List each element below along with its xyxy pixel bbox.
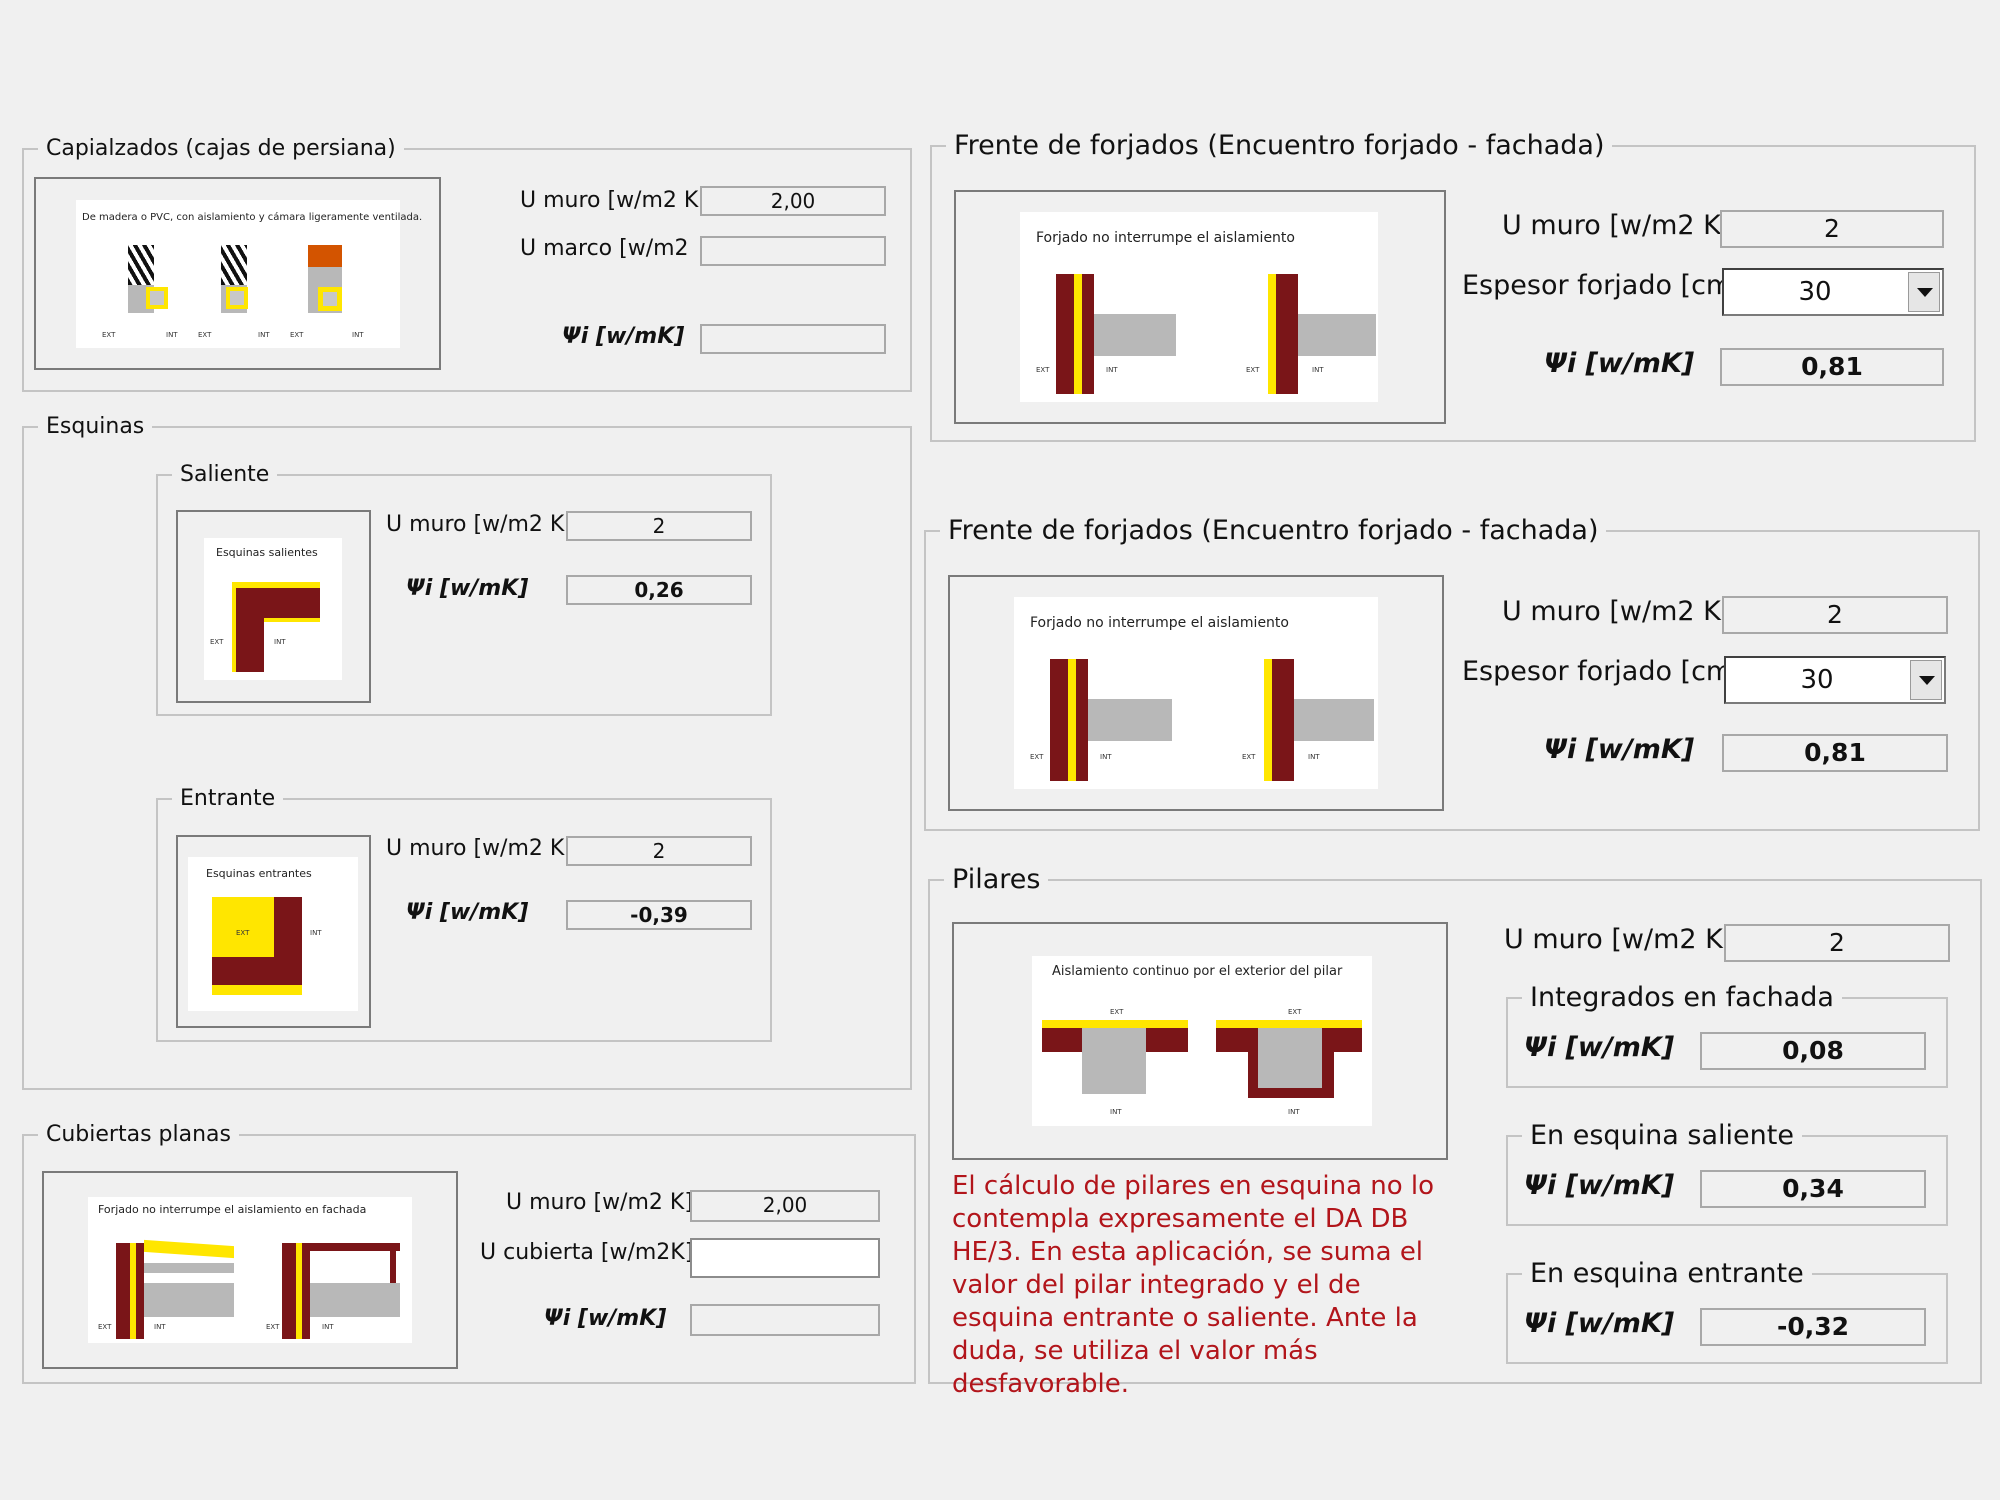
capialzados-psi-output	[700, 324, 886, 354]
capialzados-u-marco-label: U marco [w/m2	[520, 236, 689, 261]
esquina-saliente-psi-label: Ψi [w/mK]	[406, 576, 529, 601]
esquina-saliente-u-muro-input[interactable]: 2	[566, 511, 752, 541]
forjados-2-psi-output: 0,81	[1722, 734, 1948, 772]
forjados-1-espesor-select[interactable]: 30	[1722, 268, 1944, 316]
capialzados-psi-label: Ψi [w/mK]	[562, 324, 685, 349]
esquina-entrante-diagram: Esquinas entrantes EXT INT	[176, 835, 371, 1028]
pilares-saliente-legend: En esquina saliente	[1530, 1120, 1794, 1151]
forjados-1-diagram: Forjado no interrumpe el aislamiento EXT…	[954, 190, 1446, 424]
pilares-saliente-psi-label: Ψi [w/mK]	[1524, 1170, 1675, 1201]
forjados-1-legend: Frente de forjados (Encuentro forjado - …	[954, 130, 1605, 161]
esquinas-legend: Esquinas	[46, 414, 145, 439]
cubiertas-u-cubierta-label: U cubierta [w/m2K]	[480, 1240, 694, 1265]
esquinas-group: Esquinas	[22, 414, 912, 1090]
cubiertas-u-muro-label: U muro [w/m2 K]	[506, 1190, 693, 1215]
pilares-integrados-group: Integrados en fachada	[1506, 982, 1948, 1088]
capialzados-legend: Capialzados (cajas de persiana)	[46, 136, 396, 161]
forjados-2-espesor-select[interactable]: 30	[1724, 656, 1946, 704]
capialzados-caption: De madera o PVC, con aislamiento y cámar…	[82, 212, 423, 223]
capialzados-u-marco-input[interactable]	[700, 236, 886, 266]
esquina-entrante-psi-label: Ψi [w/mK]	[406, 900, 529, 925]
pilares-u-muro-input[interactable]: 2	[1724, 924, 1950, 962]
pilares-integrados-legend: Integrados en fachada	[1530, 982, 1834, 1013]
forjados-2-group: Frente de forjados (Encuentro forjado - …	[924, 515, 1980, 831]
capialzados-u-muro-label: U muro [w/m2 K]	[520, 188, 707, 213]
forjados-1-espesor-label: Espesor forjado [cm]	[1462, 270, 1743, 301]
cubiertas-u-cubierta-input[interactable]	[690, 1238, 880, 1278]
esquina-saliente-caption: Esquinas salientes	[216, 546, 318, 559]
esquina-entrante-u-muro-label: U muro [w/m2 K]	[386, 836, 573, 861]
esquina-saliente-diagram: Esquinas salientes EXT INT	[176, 510, 371, 703]
pilares-u-muro-label: U muro [w/m2 K]	[1504, 924, 1734, 955]
forjados-2-u-muro-label: U muro [w/m2 K]	[1502, 596, 1732, 627]
cubiertas-psi-label: Ψi [w/mK]	[544, 1306, 667, 1331]
esquina-entrante-psi-output: -0,39	[566, 900, 752, 930]
forjados-1-group: Frente de forjados (Encuentro forjado - …	[930, 130, 1976, 442]
pilares-caption: Aislamiento continuo por el exterior del…	[1052, 964, 1343, 979]
capialzados-u-muro-input[interactable]: 2,00	[700, 186, 886, 216]
cubiertas-group: Cubiertas planas	[22, 1122, 916, 1384]
forjados-1-u-muro-input[interactable]: 2	[1720, 210, 1944, 248]
forjados-2-u-muro-input[interactable]: 2	[1722, 596, 1948, 634]
esquina-saliente-legend: Saliente	[180, 462, 270, 487]
forjados-2-espesor-value: 30	[1800, 665, 1834, 695]
forjados-2-psi-label: Ψi [w/mK]	[1544, 734, 1695, 765]
cubiertas-diagram: Forjado no interrumpe el aislamiento en …	[42, 1171, 458, 1369]
chevron-down-icon[interactable]	[1910, 660, 1942, 700]
cubiertas-legend: Cubiertas planas	[46, 1122, 231, 1147]
forjados-2-diagram: Forjado no interrumpe el aislamiento EXT…	[948, 575, 1444, 811]
cubiertas-caption: Forjado no interrumpe el aislamiento en …	[98, 1203, 367, 1216]
pilares-integrados-psi-output: 0,08	[1700, 1032, 1926, 1070]
chevron-down-icon[interactable]	[1908, 272, 1940, 312]
forjados-2-caption: Forjado no interrumpe el aislamiento	[1030, 615, 1289, 631]
pilares-saliente-group: En esquina saliente	[1506, 1120, 1948, 1226]
cubiertas-psi-output	[690, 1304, 880, 1336]
pilares-entrante-psi-label: Ψi [w/mK]	[1524, 1308, 1675, 1339]
capialzados-diagram: De madera o PVC, con aislamiento y cámar…	[34, 177, 441, 370]
pilares-integrados-psi-label: Ψi [w/mK]	[1524, 1032, 1675, 1063]
esquina-saliente-group: Saliente	[156, 462, 772, 716]
forjados-1-caption: Forjado no interrumpe el aislamiento	[1036, 230, 1295, 246]
forjados-1-espesor-value: 30	[1798, 277, 1832, 307]
esquina-entrante-caption: Esquinas entrantes	[206, 867, 312, 880]
esquina-saliente-psi-output: 0,26	[566, 575, 752, 605]
esquina-entrante-legend: Entrante	[180, 786, 276, 811]
forjados-1-psi-label: Ψi [w/mK]	[1544, 348, 1695, 379]
pilares-group: Pilares	[928, 864, 1982, 1384]
esquina-entrante-group: Entrante	[156, 786, 772, 1042]
pilares-entrante-group: En esquina entrante	[1506, 1258, 1948, 1364]
esquina-saliente-u-muro-label: U muro [w/m2 K]	[386, 512, 573, 537]
pilares-legend: Pilares	[952, 864, 1041, 895]
pilares-diagram: Aislamiento continuo por el exterior del…	[952, 922, 1448, 1160]
forjados-1-psi-output: 0,81	[1720, 348, 1944, 386]
pilares-note: El cálculo de pilares en esquina no lo c…	[952, 1171, 1435, 1399]
capialzados-group: Capialzados (cajas de persiana)	[22, 136, 912, 392]
pilares-saliente-psi-output: 0,34	[1700, 1170, 1926, 1208]
esquina-entrante-u-muro-input[interactable]: 2	[566, 836, 752, 866]
pilares-entrante-psi-output: -0,32	[1700, 1308, 1926, 1346]
pilares-entrante-legend: En esquina entrante	[1530, 1258, 1804, 1289]
forjados-2-legend: Frente de forjados (Encuentro forjado - …	[948, 515, 1599, 546]
forjados-1-u-muro-label: U muro [w/m2 K]	[1502, 210, 1732, 241]
cubiertas-u-muro-input[interactable]: 2,00	[690, 1190, 880, 1222]
forjados-2-espesor-label: Espesor forjado [cm]	[1462, 656, 1743, 687]
